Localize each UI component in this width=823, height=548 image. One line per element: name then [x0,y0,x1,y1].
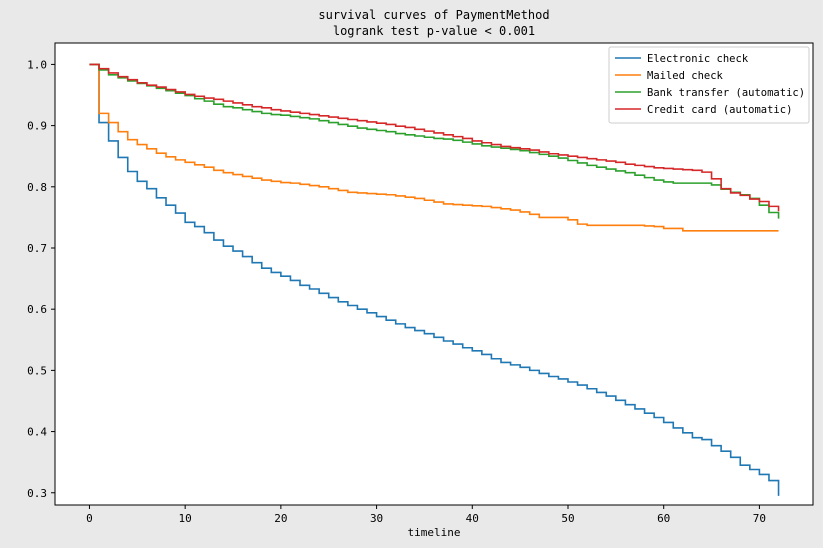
legend-label: Credit card (automatic) [647,104,792,116]
x-tick-label: 30 [370,512,383,525]
x-tick-label: 10 [179,512,192,525]
x-tick-label: 50 [561,512,574,525]
x-tick-label: 20 [274,512,287,525]
legend-label: Mailed check [647,70,724,82]
x-tick-label: 40 [466,512,479,525]
series-line-0 [89,63,780,496]
series-line-2 [89,63,780,219]
y-tick-label: 0.4 [27,426,47,439]
x-tick-label: 0 [86,512,93,525]
survival-curves [89,63,780,496]
y-tick-label: 1.0 [27,58,47,71]
y-tick-label: 0.6 [27,303,47,316]
y-tick-label: 0.3 [27,487,47,500]
series-line-1 [89,63,779,232]
x-axis: 0 10 20 30 40 50 60 70 [86,505,766,525]
x-tick-label: 60 [657,512,670,525]
legend: Electronic check Mailed check Bank transfe… [608,46,810,124]
legend-box [608,46,810,124]
series-line-3 [89,63,780,212]
y-tick-label: 0.8 [27,181,47,194]
y-tick-label: 0.9 [27,120,47,133]
chart-subtitle: logrank test p-value < 0.001 [333,24,535,38]
chart-title: survival curves of PaymentMethod [318,8,549,22]
y-axis: 0.3 0.4 0.5 0.6 0.7 0.8 0.9 1.0 [27,58,55,500]
x-axis-label: timeline [408,526,461,539]
y-tick-label: 0.5 [27,364,47,377]
legend-label: Electronic check [647,53,749,65]
legend-label: Bank transfer (automatic) [647,87,805,99]
x-tick-label: 70 [753,512,766,525]
y-tick-label: 0.7 [27,242,47,255]
